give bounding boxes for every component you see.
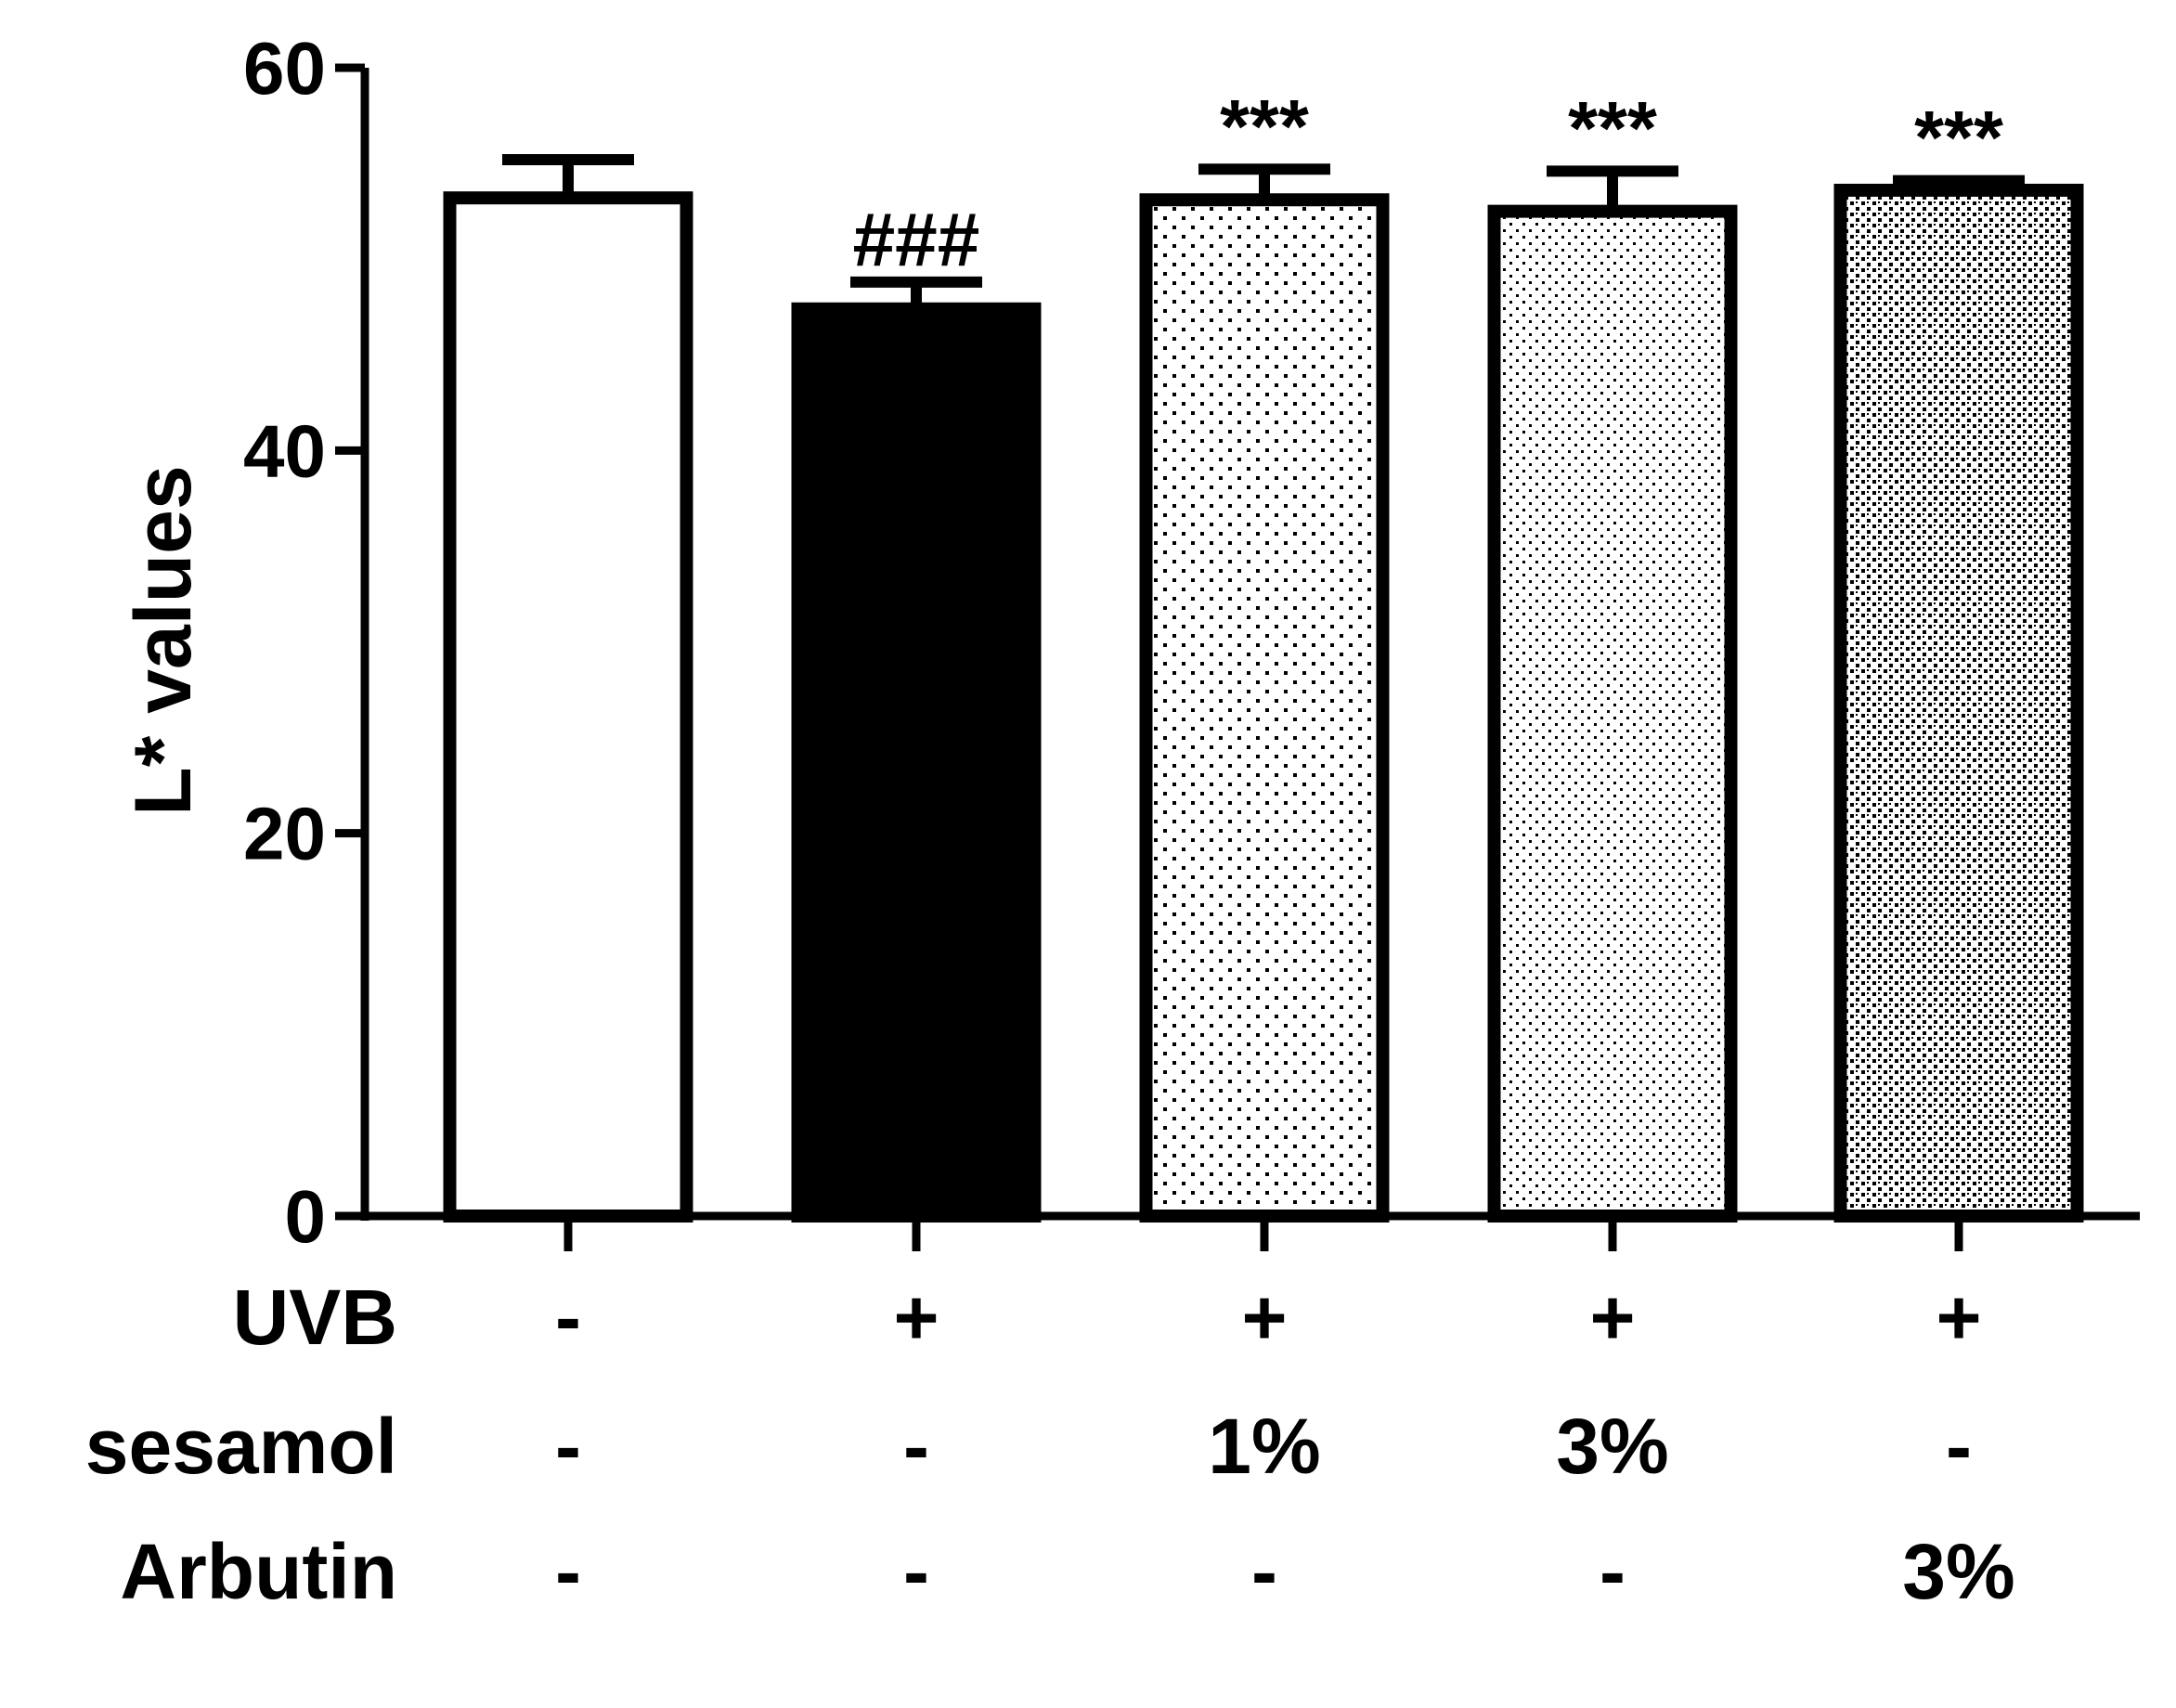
cell-uvb-4: +: [1589, 1274, 1635, 1361]
bars-layer: ### *** *** ***: [443, 84, 2084, 1223]
row-label-uvb: UVB: [233, 1274, 397, 1361]
row-label-sesamol: sesamol: [85, 1403, 397, 1490]
cell-arbutin-3: -: [1251, 1528, 1277, 1615]
cell-arbutin-5: 3%: [1902, 1528, 2014, 1615]
significance-label-2: ###: [853, 198, 980, 282]
cell-sesamol-2: -: [903, 1403, 929, 1490]
y-tick-label-60: 60: [243, 27, 326, 110]
cell-sesamol-4: 3%: [1556, 1403, 1668, 1490]
significance-label-4: ***: [1568, 86, 1657, 171]
cell-uvb-5: +: [1936, 1274, 1981, 1361]
y-tick-label-40: 40: [243, 409, 326, 492]
significance-label-3: ***: [1220, 84, 1309, 169]
bar-3: [1139, 193, 1390, 1223]
axes: 0 20 40 60: [243, 27, 2140, 1258]
cell-arbutin-4: -: [1600, 1528, 1626, 1615]
y-tick-label-20: 20: [243, 793, 326, 875]
bar-5: [1833, 183, 2084, 1223]
cell-uvb-3: +: [1241, 1274, 1287, 1361]
cell-sesamol-1: -: [555, 1403, 581, 1490]
bar-4: [1487, 204, 1738, 1223]
row-label-arbutin: Arbutin: [120, 1528, 397, 1615]
cell-sesamol-3: 1%: [1208, 1403, 1320, 1490]
significance-label-5: ***: [1914, 97, 2003, 181]
cell-arbutin-1: -: [555, 1528, 581, 1615]
cell-sesamol-5: -: [1946, 1403, 1972, 1490]
treatment-table: UVB - + + + + sesamol - - 1% 3% - Arbutin - - - - 3%: [85, 1274, 2015, 1615]
cell-uvb-2: +: [893, 1274, 939, 1361]
y-axis-label: L* values: [119, 465, 208, 816]
bar-2: [791, 302, 1042, 1223]
bar-1: [443, 191, 693, 1223]
cell-uvb-1: -: [555, 1274, 581, 1361]
cell-arbutin-2: -: [903, 1528, 929, 1615]
y-tick-label-0: 0: [285, 1175, 327, 1258]
